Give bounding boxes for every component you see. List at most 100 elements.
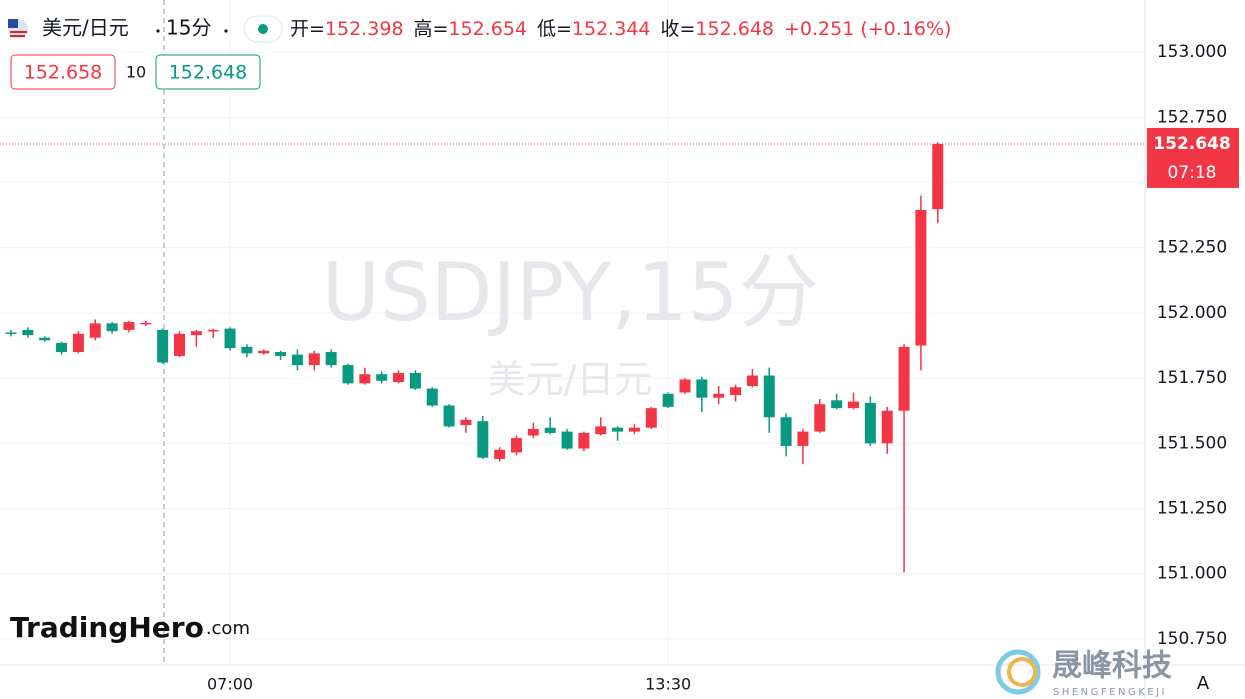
- candle-body: [359, 374, 371, 384]
- separator: [224, 29, 228, 33]
- candle-body: [763, 375, 775, 418]
- candles: [0, 142, 1145, 573]
- brand-name: 晟峰科技: [1052, 649, 1172, 684]
- brand-icon: [995, 649, 1041, 695]
- interval[interactable]: 15分: [166, 16, 211, 40]
- symbol[interactable]: 美元/日元: [42, 16, 129, 40]
- candle-body: [662, 393, 674, 407]
- ohlc-label: 低=: [537, 18, 572, 40]
- candle-body: [898, 346, 910, 411]
- y-tick-label: 151.000: [1157, 564, 1227, 584]
- candle-body: [730, 387, 742, 396]
- countdown: 07:18: [1168, 163, 1217, 183]
- candle-body: [561, 431, 573, 449]
- y-tick-label: 151.500: [1157, 433, 1227, 453]
- candle-body: [460, 419, 472, 426]
- candle-body: [106, 323, 118, 332]
- candle-body: [224, 328, 236, 349]
- logo-name: TradingHero: [10, 611, 204, 644]
- candle-body: [140, 322, 152, 325]
- candle-body: [72, 333, 84, 353]
- candle-body: [275, 352, 287, 356]
- candle-body: [393, 372, 405, 383]
- candle-body: [612, 427, 624, 432]
- x-tick-label: 07:00: [207, 675, 253, 694]
- grid: [0, 0, 1145, 665]
- y-tick-label: 152.750: [1157, 107, 1227, 127]
- candle-body: [696, 379, 708, 398]
- candle-body: [291, 354, 303, 366]
- change: +0.251: [784, 18, 854, 40]
- candle-body: [864, 402, 876, 444]
- y-tick-label: 150.750: [1157, 629, 1227, 649]
- buy-price: 152.648: [169, 62, 248, 84]
- y-tick-label: 152.000: [1157, 303, 1227, 323]
- candle-body: [831, 400, 843, 409]
- axis: 150.750 151.000 151.250 151.500 151.750 152.0…: [207, 42, 1239, 694]
- candle-body: [628, 427, 640, 432]
- flag-icon: [10, 31, 27, 33]
- candle-body: [207, 329, 219, 332]
- flag-icon: [8, 19, 18, 28]
- candle-body: [308, 353, 320, 366]
- candle-body: [258, 350, 270, 354]
- candle-body: [477, 421, 489, 458]
- candle-body: [511, 438, 522, 453]
- candle-body: [746, 375, 758, 386]
- candle-body: [39, 337, 51, 341]
- ohlc-label: 收=: [661, 18, 696, 40]
- y-tick-label: 151.750: [1157, 368, 1227, 388]
- brand-icon: [1007, 657, 1037, 687]
- auto-scale-button[interactable]: A: [1197, 673, 1210, 694]
- candle-body: [409, 372, 421, 389]
- candle-body: [426, 388, 438, 406]
- y-tick-label: 153.000: [1157, 42, 1227, 62]
- candle-body: [123, 322, 135, 330]
- candle-body: [5, 332, 17, 334]
- last-price-box: [1147, 127, 1239, 188]
- candle-body: [645, 408, 657, 428]
- candle-body: [814, 404, 826, 432]
- x-tick-label: 13:30: [645, 675, 691, 694]
- candle-body: [797, 431, 809, 446]
- ohlc-value: 152.654: [448, 18, 527, 40]
- candle-body: [325, 352, 337, 366]
- ohlc-value: 152.398: [325, 18, 404, 40]
- candle-body: [713, 393, 725, 398]
- watermark: USDJPY,15分: [321, 246, 818, 339]
- ohlc-label: 高=: [414, 18, 449, 40]
- y-tick-label: 151.250: [1157, 499, 1227, 519]
- last-price-label: 152.648: [1153, 134, 1230, 154]
- separator: [156, 29, 160, 33]
- candle-body: [848, 401, 859, 409]
- candle-body: [241, 346, 253, 354]
- buy-box[interactable]: [155, 54, 261, 90]
- ohlc: 开=152.398 高=152.654 低=152.344 收=152.648 +0.2…: [290, 18, 951, 40]
- status-dot: [258, 24, 268, 34]
- candle-body: [376, 374, 388, 381]
- candle-body: [595, 426, 607, 435]
- logo-suffix: .com: [206, 618, 250, 639]
- candle-body: [679, 379, 691, 393]
- candle-body: [932, 143, 944, 210]
- sell-box[interactable]: [10, 54, 116, 90]
- candle-body: [578, 432, 590, 449]
- sell-price: 152.658: [24, 62, 103, 84]
- ohlc-value: 152.648: [695, 18, 774, 40]
- header: 美元/日元 15分 开=152.398 高=152.654 低=152.344 收=1…: [8, 15, 951, 90]
- ohlc-value: 152.344: [572, 18, 651, 40]
- logo: TradingHero .com: [10, 611, 250, 644]
- candle-body: [89, 323, 101, 338]
- candle-body: [915, 209, 927, 346]
- candle-body: [174, 333, 185, 356]
- candle-body: [494, 449, 506, 459]
- spread: 10: [126, 63, 146, 82]
- change-pct: (+0.16%): [860, 18, 951, 40]
- candle-body: [443, 405, 455, 427]
- candle-body: [157, 329, 169, 363]
- candle-body: [881, 410, 893, 444]
- ohlc-label: 开=: [290, 18, 325, 40]
- brand-sub: SHENGFENGKEJI: [1053, 687, 1167, 698]
